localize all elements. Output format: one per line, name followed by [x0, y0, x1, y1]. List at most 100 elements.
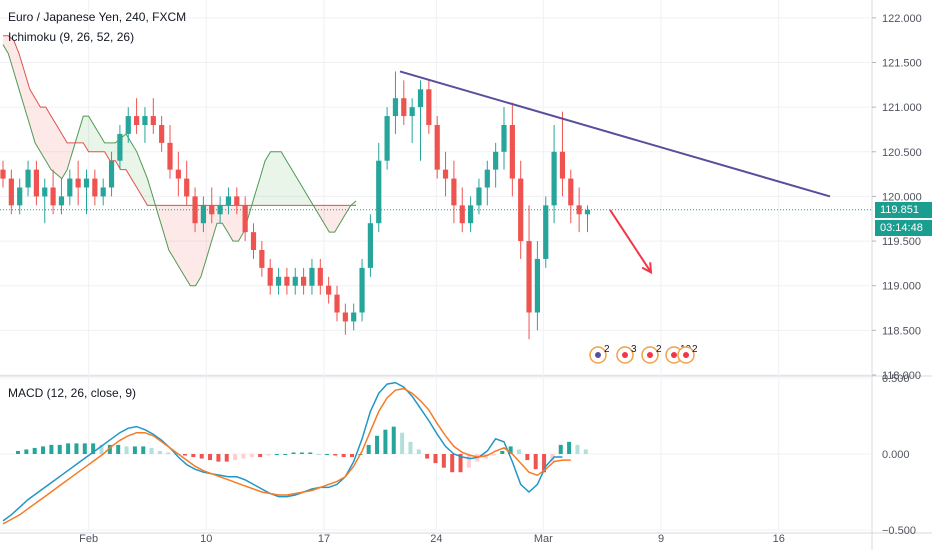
macd-histogram-bar	[132, 446, 137, 454]
candle-body	[67, 178, 73, 197]
price-tick-label: 121.000	[882, 102, 922, 114]
macd-histogram-bar	[66, 443, 71, 454]
candle-body	[259, 250, 265, 268]
macd-histogram-bar	[542, 454, 547, 473]
time-tick-label: Feb	[79, 533, 98, 545]
cloud-segment	[174, 205, 180, 268]
candle-body	[217, 205, 223, 215]
event-badge-count: 2	[604, 344, 610, 355]
cloud-segment	[104, 142, 110, 161]
cloud-segment	[190, 205, 196, 286]
candle-body	[267, 267, 273, 286]
cloud-segment	[147, 178, 153, 206]
trendline	[399, 70, 831, 198]
macd-histogram-bar	[500, 450, 505, 454]
macd-histogram-bar	[517, 449, 521, 454]
candle-body	[468, 205, 474, 224]
candle-body	[275, 276, 282, 286]
cloud-segment	[275, 151, 282, 206]
macd-histogram-bar	[74, 443, 79, 454]
candle-body	[442, 169, 449, 179]
cloud-segment	[163, 205, 169, 250]
candle-body	[184, 178, 190, 197]
macd-histogram-bar	[383, 429, 388, 454]
candle-body	[518, 178, 524, 242]
macd-histogram-bar	[575, 444, 580, 454]
time-tick-label: 17	[318, 533, 330, 545]
cloud-segment	[286, 160, 292, 206]
macd-histogram-bar	[308, 452, 313, 454]
candle-body	[100, 187, 106, 197]
cloud-segment	[29, 89, 36, 143]
candle-body	[317, 267, 323, 286]
price-tick-label: 119.500	[882, 236, 921, 248]
macd-histogram-bar	[408, 441, 413, 454]
event-badge-count: 3	[631, 344, 637, 355]
ichimoku-legend[interactable]: Ichimoku (9, 26, 52, 26)	[8, 30, 135, 44]
candle-body	[50, 187, 56, 206]
event-badge-dot	[671, 352, 677, 358]
event-badges[interactable]: 232102	[589, 344, 698, 364]
macd-histogram-bar	[266, 454, 271, 456]
cloud-segment	[13, 40, 19, 90]
cloud-segment	[265, 151, 271, 206]
last-price-tag: 119.851	[875, 202, 932, 218]
candle-body	[33, 169, 39, 197]
event-badge-dot	[647, 352, 653, 358]
macd-histogram-bar	[567, 441, 572, 454]
candle-body	[493, 151, 499, 170]
macd-histogram-bar	[433, 454, 438, 464]
candle-body	[384, 116, 390, 161]
cloud-segment	[211, 205, 217, 242]
chart-drawings[interactable]	[399, 70, 831, 275]
candle-body	[334, 294, 340, 313]
cloud-segment	[222, 205, 228, 233]
candle-body	[209, 205, 215, 215]
macd-pane	[2, 381, 588, 525]
price-tick-label: 119.000	[882, 281, 921, 293]
forecast-arrow	[609, 209, 652, 273]
macd-histogram-bar	[141, 446, 146, 454]
price-tick-label: 118.500	[882, 325, 921, 337]
macd-histogram-bar	[233, 454, 238, 461]
macd-histogram-bar	[416, 449, 421, 454]
cloud-segment	[200, 205, 207, 277]
symbol-legend[interactable]: Euro / Japanese Yen, 240, FXCM	[8, 10, 187, 24]
macd-histogram-bar	[400, 432, 405, 454]
event-badge-dot	[595, 352, 601, 358]
candle-body	[501, 125, 507, 152]
cloud-segment	[99, 133, 105, 152]
candle-body	[451, 178, 457, 206]
candle-body	[159, 125, 165, 143]
cloud-segment	[291, 169, 298, 206]
price-tick-label: 120.000	[882, 191, 922, 203]
macd-histogram-bar	[224, 454, 229, 462]
cloud-segment	[3, 35, 9, 54]
macd-histogram-bar	[32, 447, 37, 454]
price-axes[interactable]: 122.000 121.500 121.000 120.500 120.000 119.5…	[872, 13, 922, 537]
macd-histogram-bar	[49, 444, 54, 454]
price-tick-label: 118.000	[882, 370, 921, 382]
macd-histogram-bar	[316, 454, 321, 455]
macd-histogram-bar	[291, 452, 296, 454]
macd-histogram-bar	[491, 454, 496, 456]
countdown-tag: 03:14:48	[875, 220, 932, 236]
cloud-segment	[168, 205, 175, 259]
cloud-segment	[227, 205, 233, 242]
macd-histogram-bar	[341, 454, 346, 458]
macd-histogram-bar	[157, 450, 162, 454]
price-tick-label: 121.500	[882, 58, 922, 70]
cloud-segment	[35, 98, 41, 152]
candle-body	[559, 151, 566, 179]
macd-histogram-bar	[166, 452, 171, 454]
price-tick-label: 122.000	[882, 13, 922, 25]
cloud-segment	[131, 142, 137, 188]
macd-legend[interactable]: MACD (12, 26, close, 9)	[8, 386, 137, 400]
candle-body	[125, 116, 131, 134]
cloud-segment	[259, 160, 266, 206]
time-axis[interactable]: Feb 10 17 24 Mar 9 16	[79, 533, 785, 545]
macd-histogram-bar	[283, 454, 288, 455]
macd-histogram-bar	[16, 450, 20, 454]
